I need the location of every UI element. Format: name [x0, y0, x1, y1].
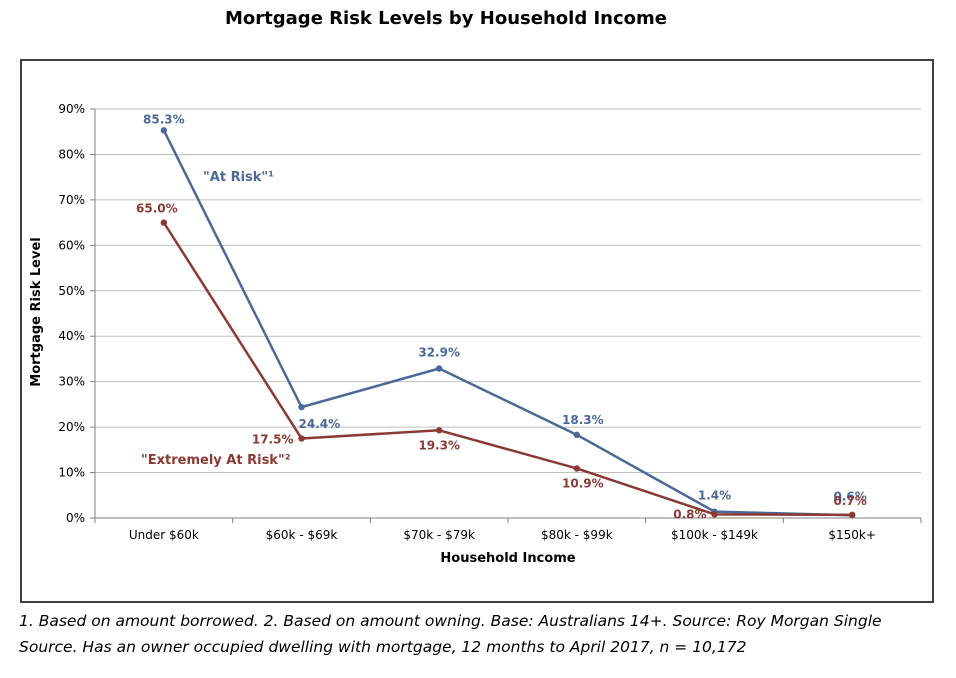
x-tick-label: Under $60k: [129, 528, 199, 542]
y-tick-label: 40%: [58, 329, 85, 343]
footnote: 1. Based on amount borrowed. 2. Based on…: [19, 608, 939, 660]
data-point: [435, 365, 443, 372]
series-line-0: [162, 129, 853, 517]
x-tick-label: $150k+: [828, 528, 876, 542]
data-point: [160, 219, 168, 226]
y-tick-label: 20%: [58, 420, 85, 434]
legend-at-risk: "At Risk"¹: [203, 170, 274, 185]
gridlines: [95, 108, 921, 474]
x-tick-label: $80k - $99k: [541, 528, 613, 542]
data-label: 1.4%: [698, 489, 731, 503]
x-tick-label: $100k - $149k: [671, 528, 758, 542]
data-label: 17.5%: [252, 432, 294, 446]
footnote-line-2: Source. Has an owner occupied dwelling w…: [19, 638, 747, 656]
data-label: 85.3%: [143, 112, 185, 126]
y-tick-label: 10%: [58, 466, 85, 480]
y-tick-label: 50%: [58, 284, 85, 298]
x-tick-label: $70k - $79k: [403, 528, 475, 542]
y-axis-label: Mortgage Risk Level: [29, 237, 44, 386]
chart-title: Mortgage Risk Levels by Household Income: [225, 8, 667, 29]
y-tick-label: 70%: [58, 193, 85, 207]
data-point: [435, 427, 443, 434]
axes: 0% 10% 20% 30% 40% 50% 60% 70% 80% 90% Under $60k $…: [58, 102, 922, 542]
x-tick-label: $60k - $69k: [266, 528, 338, 542]
data-label: 0.6%: [834, 489, 867, 503]
data-labels: 85.3% 24.4% 32.9% 18.3% 1.4% 0.6% 65.0% 17.5% 19…: [136, 112, 867, 521]
data-label: 24.4%: [299, 417, 341, 431]
legend-extremely-at-risk: "Extremely At Risk"²: [141, 453, 290, 468]
data-label: 0.8%: [673, 507, 706, 521]
data-label: 19.3%: [418, 438, 460, 452]
data-point: [298, 435, 305, 442]
footnote-line-1: 1. Based on amount borrowed. 2. Based on…: [19, 612, 882, 630]
data-point: [848, 511, 856, 519]
data-point: [711, 511, 718, 518]
data-point: [160, 127, 168, 134]
series-lines: [160, 127, 856, 519]
y-tick-label: 60%: [58, 238, 85, 252]
data-label: 10.9%: [562, 476, 604, 490]
data-label: 0.7%: [834, 494, 867, 508]
y-tick-label: 90%: [58, 102, 85, 116]
data-label: 32.9%: [418, 345, 460, 359]
data-point: [573, 431, 581, 439]
data-point: [573, 465, 581, 472]
x-axis-label: Household Income: [440, 551, 575, 566]
series-line-1: [162, 221, 853, 517]
data-label: 18.3%: [562, 413, 604, 427]
y-tick-label: 0%: [66, 511, 85, 525]
y-tick-label: 80%: [58, 147, 85, 161]
data-label: 65.0%: [136, 202, 178, 216]
data-point: [298, 403, 305, 411]
y-tick-label: 30%: [58, 375, 85, 389]
